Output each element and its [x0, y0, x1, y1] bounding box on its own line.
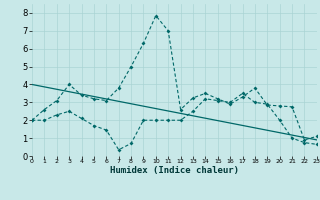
X-axis label: Humidex (Indice chaleur): Humidex (Indice chaleur)	[110, 166, 239, 175]
